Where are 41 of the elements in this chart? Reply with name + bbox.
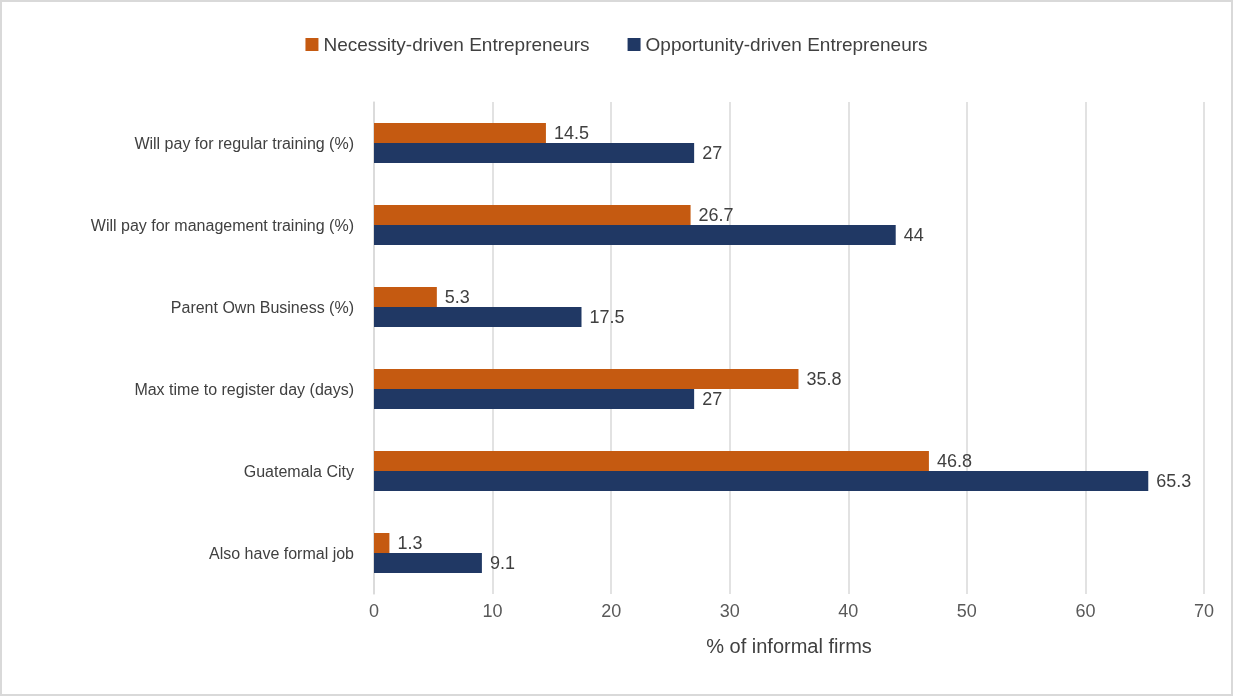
bar [374, 225, 896, 245]
bar [374, 451, 929, 471]
data-label: 27 [702, 389, 723, 409]
bar [374, 123, 546, 143]
bar [374, 533, 390, 553]
data-label: 26.7 [698, 205, 734, 225]
bar [374, 369, 799, 389]
bar [374, 389, 695, 409]
y-tick-label: Also have formal job [209, 544, 355, 562]
data-label: 65.3 [1156, 471, 1192, 491]
data-label: 35.8 [806, 369, 842, 389]
bar [374, 553, 482, 573]
bar [374, 287, 437, 307]
x-tick-label: 50 [956, 601, 977, 621]
x-tick-label: 20 [601, 601, 622, 621]
y-tick-label: Will pay for management training (%) [90, 216, 354, 234]
data-label: 46.8 [936, 451, 972, 471]
bar [374, 205, 691, 225]
data-label: 5.3 [444, 287, 470, 307]
data-label: 27 [702, 143, 723, 163]
x-tick-label: 70 [1193, 601, 1215, 621]
legend-label: Opportunity-driven Entrepreneurs [645, 34, 928, 55]
y-tick-label: Max time to register day (days) [134, 380, 354, 398]
bar [374, 307, 582, 327]
x-tick-label: 10 [482, 601, 503, 621]
x-tick-label: 40 [838, 601, 859, 621]
x-tick-label: 60 [1075, 601, 1096, 621]
data-label: 9.1 [489, 553, 515, 573]
y-tick-label: Will pay for regular training (%) [134, 134, 354, 152]
bar [374, 143, 695, 163]
y-tick-label: Parent Own Business (%) [170, 298, 354, 316]
legend-label: Necessity-driven Entrepreneurs [323, 34, 590, 55]
bar [374, 471, 1149, 491]
data-label: 44 [903, 225, 924, 245]
data-label: 1.3 [397, 533, 423, 553]
data-label: 17.5 [589, 307, 625, 327]
x-axis-title: % of informal firms [706, 635, 872, 657]
x-tick-label: 0 [368, 601, 380, 621]
data-label: 14.5 [553, 123, 589, 143]
y-tick-label: Guatemala City [243, 462, 354, 480]
x-tick-label: 30 [719, 601, 740, 621]
